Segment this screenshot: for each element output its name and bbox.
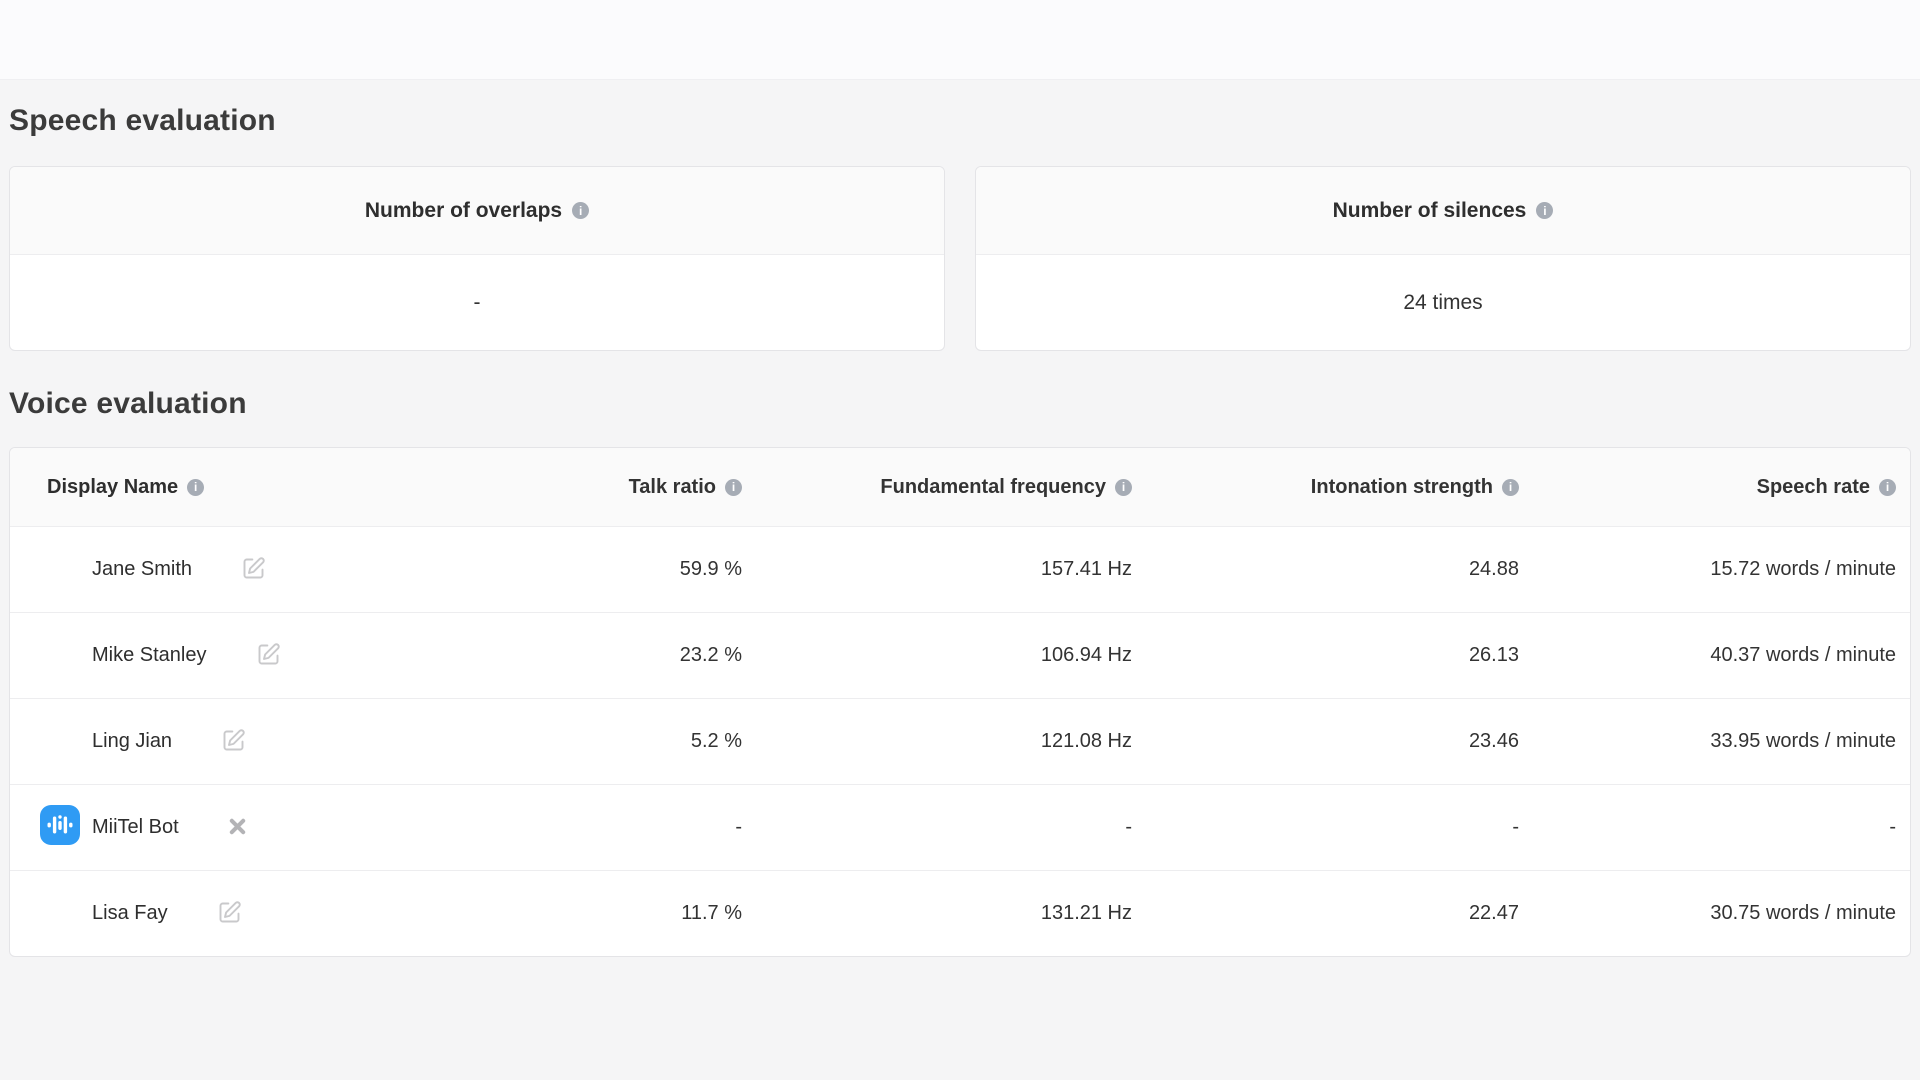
- display-name: Lisa Fay: [92, 902, 168, 924]
- intonation-strength-value: -: [1512, 816, 1519, 838]
- voice-evaluation-table: Display Name i Talk ratio i Fundamental …: [9, 447, 1911, 957]
- speech-rate-value: 30.75 words / minute: [1710, 902, 1896, 924]
- overlaps-card-value: -: [473, 290, 481, 314]
- fundamental-frequency-value: 121.08 Hz: [1040, 730, 1132, 752]
- talk-ratio-value: -: [735, 816, 742, 838]
- overlaps-card-title: Number of overlaps: [364, 198, 563, 222]
- talk-ratio-value: 59.9 %: [679, 558, 742, 580]
- intonation-strength-value: 23.46: [1468, 730, 1519, 752]
- intonation-strength-value: 24.88: [1468, 558, 1519, 580]
- remove-bot-button[interactable]: [227, 816, 248, 840]
- intonation-strength-header-label: Intonation strength: [1310, 475, 1493, 498]
- speech-rate-header: Speech rate i: [1519, 476, 1910, 499]
- display-name-cell: Mike Stanley: [10, 641, 480, 671]
- info-icon[interactable]: i: [187, 478, 205, 496]
- overlaps-card-header: Number of overlaps i: [10, 167, 944, 255]
- display-name: Jane Smith: [92, 558, 193, 580]
- fundamental-frequency-header: Fundamental frequency i: [742, 476, 1132, 499]
- info-icon[interactable]: i: [1502, 478, 1519, 496]
- info-icon[interactable]: i: [725, 478, 742, 496]
- table-row: Ling Jian 5.2 % 121.08 Hz 23.46 33.95 wo…: [10, 698, 1910, 784]
- info-icon[interactable]: i: [1115, 478, 1132, 496]
- top-strip: [0, 0, 1920, 80]
- table-header-row: Display Name i Talk ratio i Fundamental …: [10, 448, 1910, 526]
- edit-icon: [255, 641, 282, 671]
- edit-icon: [216, 899, 243, 929]
- evaluation-page: Speech evaluation Number of overlaps i -…: [0, 80, 1920, 957]
- info-icon[interactable]: i: [1536, 202, 1554, 219]
- overlaps-card: Number of overlaps i -: [9, 166, 945, 351]
- display-name-cell: Lisa Fay: [10, 899, 480, 929]
- speech-rate-value: 33.95 words / minute: [1710, 730, 1896, 752]
- intonation-strength-header: Intonation strength i: [1132, 476, 1519, 499]
- speech-evaluation-cards: Number of overlaps i - Number of silence…: [9, 166, 1911, 351]
- edit-name-button[interactable]: [255, 641, 282, 671]
- edit-icon: [220, 727, 247, 757]
- display-name-cell: MiiTel Bot: [10, 804, 480, 851]
- intonation-strength-value: 26.13: [1468, 644, 1519, 666]
- display-name-cell: Jane Smith: [10, 555, 480, 585]
- silences-card: Number of silences i 24 times: [975, 166, 1911, 351]
- edit-name-button[interactable]: [220, 727, 247, 757]
- voice-evaluation-title: Voice evaluation: [9, 387, 247, 420]
- edit-name-button[interactable]: [240, 555, 267, 585]
- speech-evaluation-title: Speech evaluation: [9, 104, 276, 137]
- talk-ratio-value: 23.2 %: [679, 644, 742, 666]
- fundamental-frequency-header-label: Fundamental frequency: [880, 475, 1106, 498]
- display-name: Ling Jian: [92, 730, 173, 752]
- fundamental-frequency-value: 131.21 Hz: [1040, 902, 1132, 924]
- display-name-header: Display Name i: [10, 476, 480, 499]
- edit-name-button[interactable]: [216, 899, 243, 929]
- close-icon: [227, 816, 248, 840]
- table-row: Mike Stanley 23.2 % 106.94 Hz 26.13 40.3…: [10, 612, 1910, 698]
- miitel-bot-avatar: [40, 804, 80, 851]
- info-icon[interactable]: i: [572, 202, 590, 219]
- table-row: MiiTel Bot - - - -: [10, 784, 1910, 870]
- table-row: Jane Smith 59.9 % 157.41 Hz 24.88 15.72 …: [10, 526, 1910, 612]
- avatar-slot: [40, 804, 92, 851]
- table-row: Lisa Fay 11.7 % 131.21 Hz 22.47 30.75 wo…: [10, 870, 1910, 956]
- fundamental-frequency-value: 157.41 Hz: [1040, 558, 1132, 580]
- info-icon[interactable]: i: [1879, 478, 1896, 496]
- display-name-header-label: Display Name: [47, 475, 179, 498]
- display-name: Mike Stanley: [92, 644, 207, 666]
- intonation-strength-value: 22.47: [1468, 902, 1519, 924]
- speech-rate-value: -: [1889, 816, 1896, 838]
- talk-ratio-value: 5.2 %: [690, 730, 742, 752]
- fundamental-frequency-value: -: [1125, 816, 1132, 838]
- silences-card-header: Number of silences i: [976, 167, 1910, 255]
- silences-card-title: Number of silences: [1332, 198, 1527, 222]
- edit-icon: [240, 555, 267, 585]
- display-name: MiiTel Bot: [92, 816, 179, 838]
- talk-ratio-header-label: Talk ratio: [628, 475, 716, 498]
- speech-rate-value: 15.72 words / minute: [1710, 558, 1896, 580]
- speech-rate-header-label: Speech rate: [1756, 475, 1870, 498]
- silences-card-value: 24 times: [1403, 290, 1483, 314]
- speech-rate-value: 40.37 words / minute: [1710, 644, 1896, 666]
- display-name-cell: Ling Jian: [10, 727, 480, 757]
- talk-ratio-value: 11.7 %: [681, 902, 742, 924]
- fundamental-frequency-value: 106.94 Hz: [1040, 644, 1132, 666]
- talk-ratio-header: Talk ratio i: [480, 476, 742, 499]
